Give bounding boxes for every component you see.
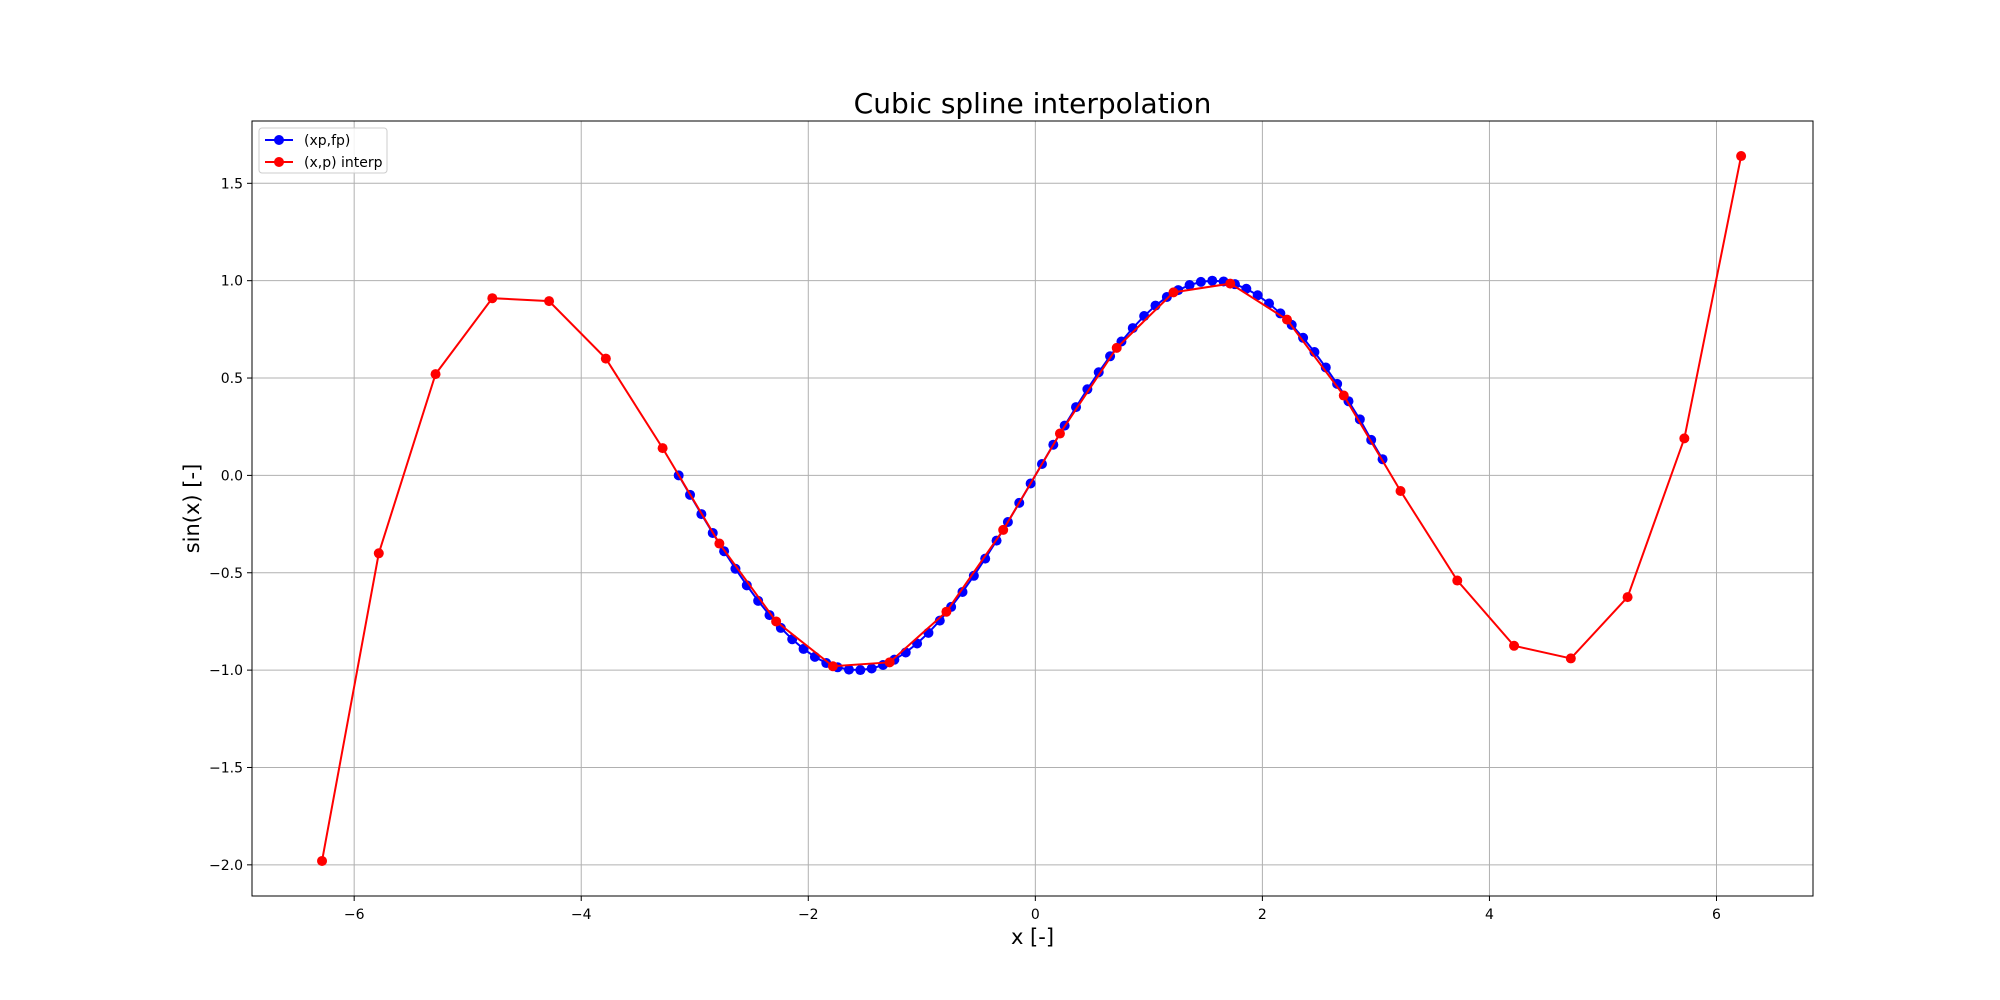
y-axis-label: sin(x) [-]: [180, 464, 204, 554]
data-point: [884, 657, 895, 668]
data-point: [1452, 575, 1463, 586]
data-point: [430, 369, 441, 380]
data-point: [1168, 287, 1179, 298]
legend-marker: [274, 135, 284, 145]
data-point: [968, 570, 979, 581]
grid: [252, 121, 1813, 896]
data-point: [1509, 640, 1520, 651]
x-tick-label: 0: [1031, 907, 1040, 923]
legend-marker: [274, 157, 284, 167]
x-axis-label: x [-]: [1011, 925, 1054, 949]
y-tick-label: −1.5: [209, 760, 243, 776]
data-point: [1054, 428, 1065, 439]
x-tick-label: −6: [344, 907, 365, 923]
data-point: [544, 296, 555, 307]
data-point: [957, 586, 968, 597]
data-point: [1679, 433, 1690, 444]
data-point: [730, 563, 741, 574]
legend-label: (x,p) interp: [304, 155, 383, 171]
data-point: [1184, 280, 1195, 291]
data-point: [1395, 485, 1406, 496]
data-point: [1111, 342, 1122, 353]
data-point: [1225, 278, 1236, 289]
data-point: [1298, 332, 1309, 343]
data-point: [809, 651, 820, 662]
axis-ticks: −6 −4 −2 0 2 4 6 −2.0 −1.5 −1.0 −0.5 0.0 0.5 1.0 1.5: [209, 176, 1721, 923]
data-point: [1195, 276, 1206, 287]
y-tick-label: −1.0: [209, 663, 243, 679]
data-point: [657, 443, 668, 454]
data-point: [317, 855, 328, 866]
data-point: [998, 524, 1009, 535]
data-point: [714, 538, 725, 549]
x-tick-label: 6: [1712, 907, 1721, 923]
plot-series: [317, 151, 1747, 866]
data-point: [941, 606, 952, 617]
data-point: [1736, 151, 1747, 162]
data-point: [600, 353, 611, 364]
x-tick-label: 4: [1485, 907, 1494, 923]
y-tick-label: 1.0: [221, 274, 243, 290]
y-tick-label: −2.0: [209, 858, 243, 874]
legend-item: (x,p) interp: [265, 155, 383, 171]
data-point: [1622, 592, 1633, 603]
legend: (xp,fp) (x,p) interp: [258, 127, 388, 174]
y-tick-label: −0.5: [209, 566, 243, 582]
x-tick-label: −4: [571, 907, 592, 923]
y-tick-label: 0.5: [221, 371, 243, 387]
data-point: [771, 616, 782, 627]
data-point: [934, 615, 945, 626]
data-point: [1207, 275, 1218, 286]
chart-title: Cubic spline interpolation: [854, 87, 1212, 120]
data-point: [1139, 311, 1150, 322]
x-tick-label: −2: [798, 907, 819, 923]
data-point: [1338, 390, 1349, 401]
y-tick-label: 1.5: [221, 176, 243, 192]
data-point: [843, 664, 854, 675]
y-tick-label: 0.0: [221, 468, 243, 484]
data-point: [487, 293, 498, 304]
data-point: [1332, 378, 1343, 389]
data-point: [764, 610, 775, 621]
data-point: [798, 643, 809, 654]
x-tick-label: 2: [1258, 907, 1267, 923]
data-point: [923, 627, 934, 638]
data-point: [1252, 290, 1263, 301]
data-point: [373, 548, 384, 559]
data-point: [1282, 314, 1293, 325]
series-line: [321, 155, 1743, 862]
data-point: [855, 665, 866, 676]
legend-item: (xp,fp): [265, 133, 350, 149]
data-point: [741, 580, 752, 591]
data-point: [866, 663, 877, 674]
data-point: [1320, 362, 1331, 373]
plot-frame: [251, 120, 1814, 897]
legend-label: (xp,fp): [304, 133, 350, 149]
data-point: [1565, 653, 1576, 664]
series-2: [317, 151, 1747, 866]
data-point: [827, 661, 838, 672]
data-point: [753, 595, 764, 606]
